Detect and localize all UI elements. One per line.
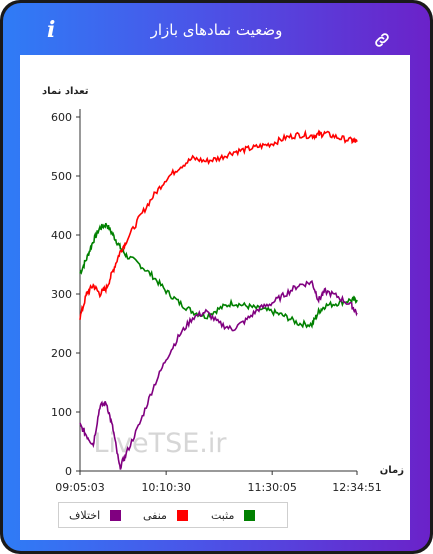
link-icon[interactable] bbox=[373, 31, 391, 53]
legend-item-difference[interactable]: اختلاف bbox=[69, 508, 122, 522]
y-tick-label: 600 bbox=[51, 111, 72, 124]
x-tick-label: 09:05:03 bbox=[55, 481, 104, 494]
widget-card: i وضعیت نمادهای بازار تعداد نماد زمان Li… bbox=[3, 3, 430, 551]
legend-item-positive[interactable]: مثبت bbox=[211, 508, 256, 522]
legend-item-negative[interactable]: منفی bbox=[143, 508, 188, 522]
legend-swatch bbox=[244, 509, 256, 521]
legend-label: منفی bbox=[143, 508, 167, 522]
y-tick-label: 300 bbox=[51, 288, 72, 301]
chart-panel: تعداد نماد زمان LiveTSE.ir 0 100 200 300 400… bbox=[20, 55, 410, 540]
x-tick-label: 11:30:05 bbox=[247, 481, 296, 494]
legend-swatch bbox=[176, 509, 188, 521]
series-line-0 bbox=[79, 222, 358, 329]
y-tick-label: 400 bbox=[51, 229, 72, 242]
x-axis-label: زمان bbox=[380, 465, 404, 476]
y-tick-label: 0 bbox=[65, 465, 72, 478]
widget-header: i وضعیت نمادهای بازار bbox=[3, 3, 430, 55]
line-chart: تعداد نماد زمان LiveTSE.ir 0100200300400… bbox=[42, 86, 404, 494]
legend-label: اختلاف bbox=[69, 508, 101, 522]
x-tick-label: 10:10:30 bbox=[141, 481, 190, 494]
series-line-1 bbox=[79, 129, 358, 320]
legend-swatch bbox=[110, 509, 122, 521]
chart-legend: مثبت منفی اختلاف bbox=[58, 502, 288, 528]
y-tick-label: 500 bbox=[51, 170, 72, 183]
info-icon[interactable]: i bbox=[47, 17, 56, 43]
y-tick-label: 100 bbox=[51, 406, 72, 419]
series-line-2 bbox=[79, 279, 358, 470]
x-tick-label: 12:34:51 bbox=[332, 481, 381, 494]
y-tick-label: 200 bbox=[51, 347, 72, 360]
y-axis-label: تعداد نماد bbox=[42, 86, 89, 97]
legend-label: مثبت bbox=[211, 508, 235, 522]
widget-title: وضعیت نمادهای بازار bbox=[150, 21, 283, 39]
